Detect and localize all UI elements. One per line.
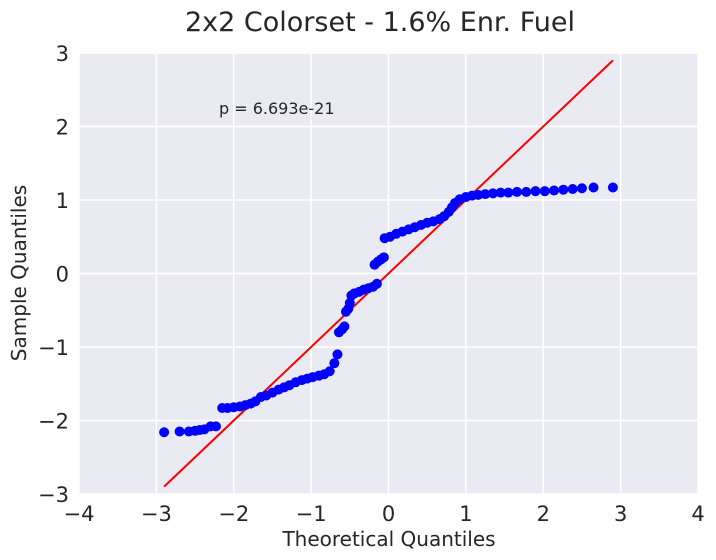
data-point — [539, 186, 550, 197]
data-point — [576, 183, 587, 194]
data-point — [378, 252, 389, 263]
y-tick-label: −1 — [38, 336, 69, 360]
data-point — [549, 185, 560, 196]
reference-line — [163, 59, 614, 488]
y-tick-labels: −3 −2 −1 0 1 2 3 — [38, 42, 69, 507]
data-point — [558, 184, 569, 195]
data-point — [371, 278, 382, 289]
y-axis-label: Sample Quantiles — [7, 185, 31, 361]
data-point — [588, 182, 599, 193]
data-point — [159, 427, 170, 438]
y-tick-label: 2 — [56, 116, 69, 140]
x-tick-label: 1 — [459, 502, 472, 526]
x-tick-label: −3 — [141, 502, 172, 526]
y-tick-label: 0 — [56, 263, 69, 287]
data-point — [495, 187, 506, 198]
data-point — [567, 183, 578, 194]
data-point — [511, 186, 522, 197]
x-tick-label: 0 — [382, 502, 395, 526]
y-tick-label: 1 — [56, 189, 69, 213]
data-point — [339, 321, 350, 332]
data-point — [174, 426, 185, 437]
data-points — [159, 182, 618, 438]
grid-lines — [78, 52, 699, 495]
y-tick-label: 3 — [56, 42, 69, 66]
data-point — [487, 188, 498, 199]
data-point — [521, 186, 532, 197]
y-tick-label: −3 — [38, 483, 69, 507]
chart-title: 2x2 Colorset - 1.6% Enr. Fuel — [185, 7, 575, 38]
data-point — [332, 349, 343, 360]
data-point — [503, 187, 514, 198]
data-point — [480, 189, 491, 200]
data-point — [530, 186, 541, 197]
data-point — [324, 366, 335, 377]
x-axis-label: Theoretical Quantiles — [281, 527, 495, 551]
reference-line-group — [163, 59, 614, 488]
x-tick-label: −1 — [296, 502, 327, 526]
data-point — [607, 182, 618, 193]
data-point — [329, 358, 340, 369]
p-value-annotation: p = 6.693e-21 — [219, 99, 335, 118]
x-tick-labels: −4 −3 −2 −1 0 1 2 3 4 — [64, 502, 705, 526]
x-tick-label: −4 — [64, 502, 95, 526]
x-tick-label: −2 — [218, 502, 249, 526]
x-tick-label: 3 — [614, 502, 627, 526]
data-point — [210, 421, 221, 432]
x-tick-label: 4 — [691, 502, 704, 526]
x-tick-label: 2 — [537, 502, 550, 526]
y-tick-label: −2 — [38, 410, 69, 434]
